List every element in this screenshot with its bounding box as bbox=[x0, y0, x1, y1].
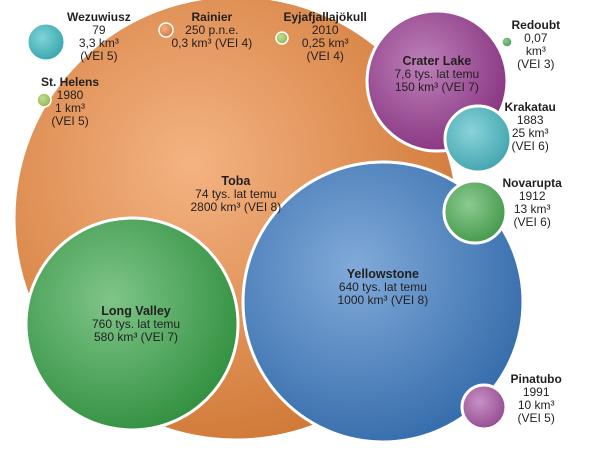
eyjafjallajokull-bubble bbox=[275, 31, 289, 45]
st-helens-label: St. Helens 1980 1 km³ (VEI 5) bbox=[41, 76, 99, 128]
yellowstone-label: Yellowstone 640 tys. lat temu 1000 km³ (VE… bbox=[338, 268, 429, 307]
redoubt-bubble bbox=[501, 36, 513, 48]
toba-detail: 2800 km³ (VEI 8) bbox=[190, 200, 282, 214]
long-valley-detail: 760 tys. lat temu bbox=[92, 317, 181, 331]
crater-lake-detail: 150 km³ (VEI 7) bbox=[394, 80, 479, 94]
long-valley-bubble bbox=[24, 216, 240, 432]
wezuwiusz-name: Wezuwiusz bbox=[67, 10, 131, 24]
st-helens-detail: (VEI 5) bbox=[51, 114, 89, 128]
yellowstone-detail: 1000 km³ (VEI 8) bbox=[337, 293, 429, 307]
rainier-detail: 0,3 km³ (VEI 4) bbox=[171, 36, 253, 50]
crater-lake-name: Crater Lake bbox=[402, 54, 472, 68]
rainier-detail: 250 p.n.e. bbox=[185, 23, 239, 37]
st-helens-name: St. Helens bbox=[41, 75, 100, 89]
redoubt-detail: (VEI 3) bbox=[517, 57, 555, 71]
rainier-name: Rainier bbox=[191, 10, 233, 24]
long-valley-label: Long Valley 760 tys. lat temu 580 km³ (VEI… bbox=[92, 305, 180, 344]
krakatau-bubble bbox=[443, 104, 513, 174]
eyjafjallajokull-detail: 0,25 km³ bbox=[301, 36, 349, 50]
pinatubo-label: Pinatubo 1991 10 km³ (VEI 5) bbox=[511, 373, 562, 425]
rainier-label: Rainier 250 p.n.e. 0,3 km³ (VEI 4) bbox=[172, 11, 253, 50]
novarupta-detail: 1912 bbox=[518, 189, 546, 203]
eyjafjallajokull-detail: (VEI 4) bbox=[306, 49, 344, 63]
toba-name: Toba bbox=[221, 174, 251, 188]
redoubt-detail: 0,07 bbox=[524, 31, 548, 45]
novarupta-label: Novarupta 1912 13 km³ (VEI 6) bbox=[503, 177, 562, 229]
long-valley-name: Long Valley bbox=[101, 304, 171, 318]
st-helens-detail: 1980 bbox=[56, 88, 84, 102]
yellowstone-name: Yellowstone bbox=[346, 267, 419, 281]
st-helens-bubble bbox=[36, 92, 52, 108]
toba-detail: 74 tys. lat temu bbox=[195, 187, 277, 201]
wezuwiusz-bubble bbox=[25, 21, 67, 63]
wezuwiusz-label: Wezuwiusz 79 3,3 km³ (VEI 5) bbox=[67, 11, 131, 63]
crater-lake-label: Crater Lake 7,6 tys. lat temu 150 km³ (VEI… bbox=[395, 55, 480, 94]
wezuwiusz-detail: (VEI 5) bbox=[80, 49, 118, 63]
toba-label: Toba 74 tys. lat temu 2800 km³ (VEI 8) bbox=[191, 175, 282, 214]
novarupta-detail: (VEI 6) bbox=[513, 215, 551, 229]
wezuwiusz-detail: 3,3 km³ bbox=[78, 36, 119, 50]
novarupta-name: Novarupta bbox=[502, 176, 562, 190]
redoubt-name: Redoubt bbox=[511, 18, 561, 32]
krakatau-detail: 25 km³ bbox=[511, 126, 549, 140]
crater-lake-detail: 7,6 tys. lat temu bbox=[394, 67, 480, 81]
eyjafjallajokull-detail: 2010 bbox=[311, 23, 339, 37]
rainier-bubble bbox=[158, 22, 174, 38]
novarupta-detail: 13 km³ bbox=[513, 202, 551, 216]
eyjafjallajokull-label: Eyjafjallajökull 2010 0,25 km³ (VEI 4) bbox=[284, 11, 367, 63]
krakatau-detail: (VEI 6) bbox=[511, 139, 549, 153]
st-helens-detail: 1 km³ bbox=[55, 101, 86, 115]
pinatubo-name: Pinatubo bbox=[510, 372, 562, 386]
pinatubo-detail: 1991 bbox=[522, 385, 550, 399]
pinatubo-bubble bbox=[460, 383, 508, 431]
novarupta-bubble bbox=[442, 179, 508, 245]
krakatau-detail: 1883 bbox=[516, 113, 544, 127]
yellowstone-detail: 640 tys. lat temu bbox=[338, 280, 427, 294]
redoubt-detail: km³ bbox=[525, 44, 546, 58]
pinatubo-detail: 10 km³ bbox=[517, 398, 555, 412]
eyjafjallajokull-name: Eyjafjallajökull bbox=[283, 10, 367, 24]
long-valley-detail: 580 km³ (VEI 7) bbox=[94, 330, 179, 344]
pinatubo-detail: (VEI 5) bbox=[517, 411, 555, 425]
redoubt-label: Redoubt 0,07 km³ (VEI 3) bbox=[512, 19, 561, 71]
krakatau-label: Krakatau 1883 25 km³ (VEI 6) bbox=[505, 101, 556, 153]
krakatau-name: Krakatau bbox=[504, 100, 556, 114]
wezuwiusz-detail: 79 bbox=[92, 23, 106, 37]
